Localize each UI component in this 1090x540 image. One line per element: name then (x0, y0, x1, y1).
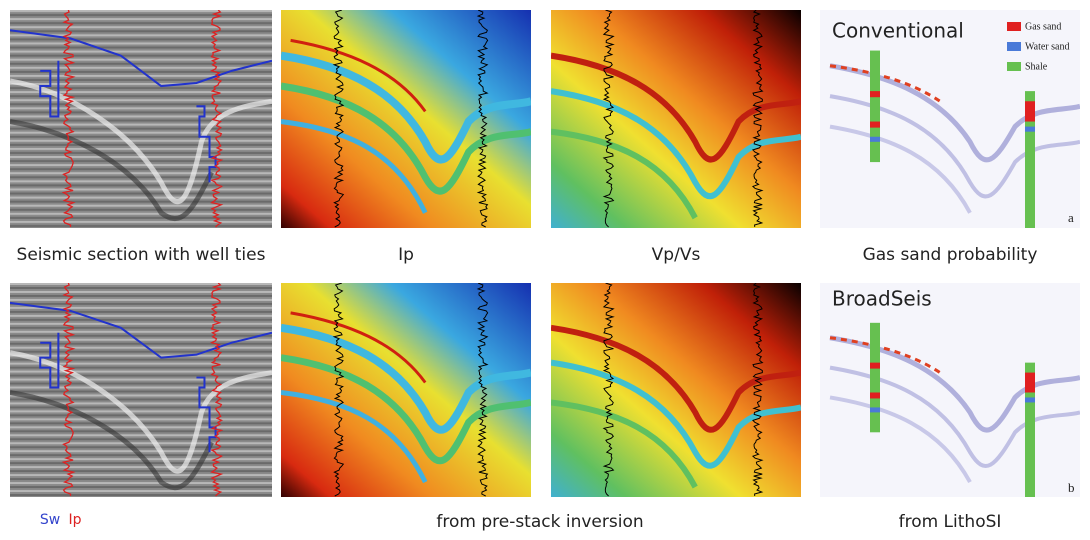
caption: Vp/Vs (652, 245, 701, 265)
ip-panel (281, 283, 531, 497)
vpvs-panel (551, 283, 801, 497)
seismic-panel (10, 10, 272, 228)
caption: from LithoSI (899, 512, 1002, 532)
caption: Gas sand probability (863, 245, 1038, 265)
legend-swatch (1007, 62, 1021, 71)
vpvs-panel (551, 10, 801, 228)
caption: Ip (398, 245, 414, 265)
seismic-panel (10, 283, 272, 497)
legend: Gas sand Water sand Shale (1007, 21, 1069, 72)
legend-label: Shale (1025, 61, 1048, 72)
legend-label: Water sand (1025, 41, 1069, 52)
panel-letter: a (1068, 210, 1074, 225)
caption: from pre-stack inversion (436, 512, 643, 532)
legend-label: Gas sand (1025, 21, 1061, 32)
ip-panel (281, 10, 531, 228)
legend-swatch (1007, 22, 1021, 31)
log-legend: Sw (40, 512, 60, 528)
legend-swatch (1007, 42, 1021, 51)
panel-letter: b (1068, 480, 1075, 495)
panel-label: BroadSeis (832, 287, 932, 311)
panel-label: Conventional (832, 19, 964, 43)
probability-panel (820, 283, 1080, 497)
caption: Seismic section with well ties (17, 245, 266, 265)
log-legend: Ip (68, 512, 81, 528)
